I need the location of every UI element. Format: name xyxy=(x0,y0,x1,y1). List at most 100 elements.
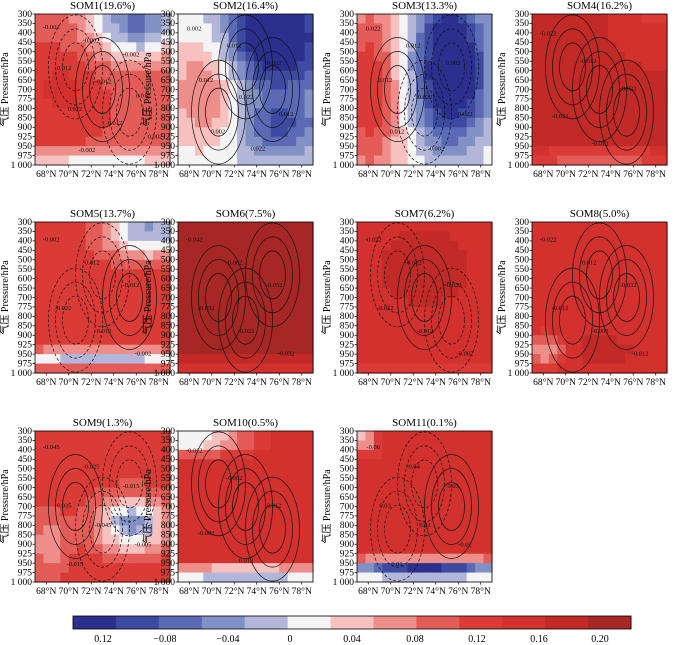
heatmap-cell xyxy=(51,297,61,308)
heatmap-cell xyxy=(153,269,163,280)
heatmap-cell xyxy=(466,525,476,536)
heatmap-cell xyxy=(441,259,451,270)
heatmap-cell xyxy=(35,70,45,81)
heatmap-cell xyxy=(237,146,247,157)
heatmap-cell xyxy=(616,278,626,289)
heatmap-cell xyxy=(237,468,247,479)
heatmap-cell xyxy=(365,108,375,119)
y-tick-label: 700 xyxy=(18,502,33,512)
heatmap-cell xyxy=(60,127,70,138)
heatmap-cell xyxy=(178,288,188,299)
heatmap-cell xyxy=(77,363,87,374)
heatmap-cell xyxy=(582,231,592,242)
heatmap-cell xyxy=(102,572,112,583)
heatmap-cell xyxy=(365,506,375,517)
heatmap-cell xyxy=(186,288,196,299)
heatmap-cell xyxy=(458,259,468,270)
heatmap-cell xyxy=(432,506,442,517)
heatmap-cell xyxy=(279,306,289,317)
heatmap-cell xyxy=(136,478,146,489)
heatmap-cell xyxy=(186,563,196,574)
heatmap-cell xyxy=(110,563,120,574)
heatmap-cell xyxy=(633,269,643,280)
heatmap-cell xyxy=(607,297,617,308)
contour-line xyxy=(89,504,116,554)
heatmap-cell xyxy=(390,297,400,308)
heatmap-cell xyxy=(85,440,95,451)
heatmap-cell xyxy=(68,108,78,119)
contour-line xyxy=(559,295,586,345)
heatmap-cell xyxy=(194,335,204,346)
heatmap-cell xyxy=(161,23,171,34)
heatmap-cell xyxy=(144,155,154,166)
heatmap-cell xyxy=(68,89,78,100)
contour-label: 0.012 xyxy=(267,503,282,510)
heatmap-cell xyxy=(110,354,120,365)
heatmap-cell xyxy=(658,136,668,147)
heatmap-cell xyxy=(582,222,592,233)
heatmap-cell xyxy=(77,42,87,53)
heatmap-cell xyxy=(68,497,78,508)
heatmap-cell xyxy=(641,127,651,138)
heatmap-cell xyxy=(287,14,297,25)
heatmap-cell xyxy=(304,70,314,81)
heatmap-cell xyxy=(194,525,204,536)
contour-line xyxy=(438,482,465,531)
heatmap-cell xyxy=(186,240,196,251)
y-tick-label: 550 xyxy=(515,57,530,67)
heatmap-cell xyxy=(102,70,112,81)
heatmap-cell xyxy=(287,563,297,574)
heatmap-cell xyxy=(540,136,550,147)
heatmap-cell xyxy=(228,563,238,574)
heatmap-cell xyxy=(144,32,154,43)
heatmap-cell xyxy=(357,42,367,53)
heatmap-cell xyxy=(565,70,575,81)
colorbar-swatch xyxy=(502,616,546,629)
heatmap-cell xyxy=(178,487,188,498)
contour-line xyxy=(191,245,246,350)
heatmap-cell xyxy=(582,108,592,119)
heatmap-cell xyxy=(548,89,558,100)
heatmap-cell xyxy=(466,534,476,545)
heatmap-cell xyxy=(373,14,383,25)
x-tick-label: 72°N xyxy=(81,169,101,180)
heatmap-cell xyxy=(262,563,272,574)
heatmap-cell xyxy=(144,80,154,91)
heatmap-cell xyxy=(220,297,230,308)
heatmap-cell xyxy=(270,506,280,517)
heatmap-cell xyxy=(237,42,247,53)
heatmap-cell xyxy=(449,459,459,470)
heatmap-cell xyxy=(203,572,213,583)
y-tick-label: 350 xyxy=(515,19,530,29)
heatmap-cell xyxy=(211,354,221,365)
heatmap-cell xyxy=(365,269,375,280)
heatmap-cell xyxy=(373,316,383,327)
heatmap-cell xyxy=(304,146,314,157)
heatmap-cell xyxy=(458,316,468,327)
heatmap-cell xyxy=(77,155,87,166)
heatmap-cell xyxy=(658,335,668,346)
heatmap-cell xyxy=(424,431,434,442)
heatmap-cell xyxy=(43,80,53,91)
heatmap-cell xyxy=(51,98,61,109)
heatmap-cell xyxy=(51,61,61,72)
heatmap-cell xyxy=(35,316,45,327)
heatmap-cell xyxy=(416,259,426,270)
heatmap-cell xyxy=(483,344,493,355)
y-tick-label: 450 xyxy=(340,38,355,48)
heatmap-cell xyxy=(43,89,53,100)
heatmap-cell xyxy=(633,42,643,53)
heatmap-cell xyxy=(296,61,306,72)
heatmap-cell xyxy=(599,89,609,100)
heatmap-cell xyxy=(449,468,459,479)
heatmap-cell xyxy=(68,459,78,470)
heatmap-cell xyxy=(161,80,171,91)
heatmap-cell xyxy=(110,117,120,128)
heatmap-cell xyxy=(178,278,188,289)
heatmap-cell xyxy=(35,51,45,62)
heatmap-cell xyxy=(253,534,263,545)
heatmap-cell xyxy=(127,297,137,308)
x-tick-label: 72°N xyxy=(224,169,244,180)
heatmap-cell xyxy=(650,306,660,317)
y-axis-label: 气压 Pressure/hPa xyxy=(320,260,333,335)
